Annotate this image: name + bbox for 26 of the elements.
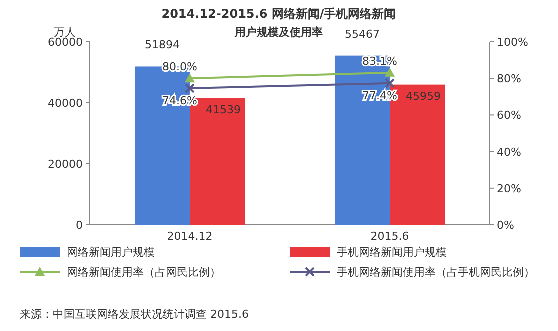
x-tick-label: 2015.6 [370, 230, 410, 243]
y-tick-label: 60000 [48, 36, 83, 49]
legend-label: 手机网络新闻用户规模 [337, 246, 447, 259]
chart-subtitle: 用户规模及使用率 [234, 26, 323, 39]
x-tick-label: 2014.12 [167, 230, 213, 243]
data-label: 51894 [145, 38, 180, 52]
legend-label: 网络新闻用户规模 [67, 246, 155, 259]
data-label: 45959 [406, 90, 441, 103]
data-label: 41539 [206, 103, 241, 116]
y2-tick-label: 20% [497, 182, 522, 196]
point [385, 78, 395, 88]
legend-label: 网络新闻使用率（占网民比例） [67, 266, 221, 279]
y2-tick-label: 0% [497, 219, 514, 232]
source-note: 来源：中国互联网络发展状况统计调查 2015.6 [20, 308, 249, 321]
y-tick-label: 40000 [48, 97, 83, 110]
legend-label: 手机网络新闻使用率（占手机网民比例） [337, 266, 535, 279]
y-tick-label: 20000 [48, 158, 83, 171]
y2-tick-label: 100% [497, 36, 528, 49]
y2-tick-label: 80% [497, 72, 522, 86]
point [185, 83, 195, 94]
y2-tick-label: 60% [497, 109, 522, 122]
chart-title: 2014.12-2015.6 网络新闻/手机网络新闻 [162, 7, 396, 21]
y2-tick-label: 40% [497, 146, 522, 159]
data-label: 55467 [345, 28, 380, 41]
y-tick-label: 0 [76, 219, 83, 232]
y-axis-title: 万人 [54, 26, 76, 39]
